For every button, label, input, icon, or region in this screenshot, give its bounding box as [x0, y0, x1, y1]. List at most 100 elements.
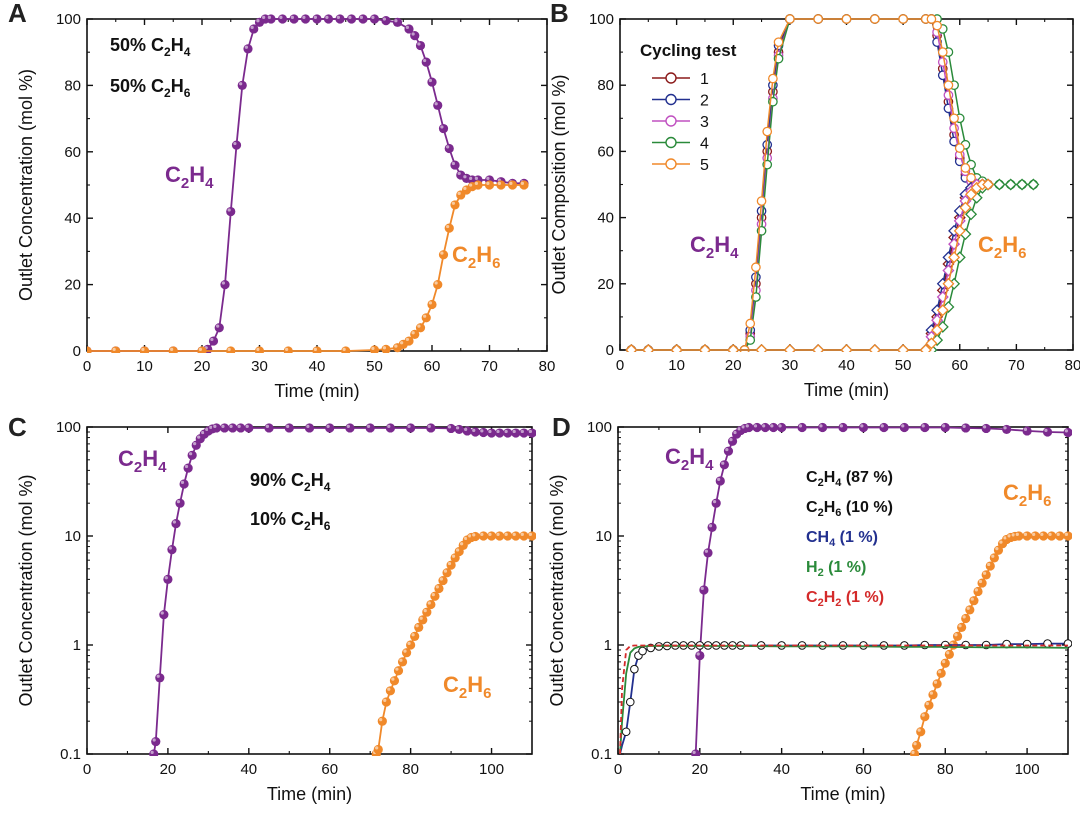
point-c2h4	[768, 422, 779, 433]
point-c2h4-shine	[221, 281, 225, 285]
y-tick-label: 100	[56, 11, 81, 28]
point-c2h6-body	[1047, 531, 1057, 541]
point-c2h4-body	[699, 585, 709, 595]
point-c2h4	[277, 14, 288, 24]
point-c2h4-shine	[229, 424, 233, 428]
point-c2h6-cycle-5	[897, 343, 910, 352]
point-c2h4-shine	[982, 425, 987, 429]
point-c2h4-cycle-5	[949, 113, 959, 124]
legend-marker-4	[665, 136, 677, 149]
point-c2h6-shine	[342, 347, 346, 352]
point-c2h4-shine	[227, 208, 231, 212]
point-c2h6-shine	[999, 540, 1003, 544]
point-c2h6	[470, 531, 480, 542]
point-c2h4-body	[385, 423, 396, 433]
point-c2h6-body	[912, 740, 922, 750]
point-c2h4	[406, 423, 416, 433]
point-c2h4	[244, 423, 254, 433]
point-c2h4-body	[179, 479, 189, 489]
x-tick-label: 100	[1015, 761, 1040, 778]
point-c2h4-shine	[371, 15, 375, 19]
point-c2h4-shine	[262, 15, 266, 19]
point-c2h6-cycle-5	[982, 178, 995, 191]
x-tick-label: 80	[539, 358, 556, 375]
label-c2h6: C2H6	[452, 242, 500, 272]
point-c2h6-shine	[451, 201, 456, 205]
y-tick-label: 60	[597, 143, 614, 160]
point-c2h4	[744, 422, 754, 433]
point-c2h6-cycle-5	[948, 251, 961, 264]
x-tick-label: 30	[251, 358, 268, 375]
point-c2h6-body	[385, 686, 396, 696]
series-line-CH4	[619, 642, 1068, 755]
point-c2h6	[433, 280, 443, 290]
label-c2h4-s2: 4	[730, 245, 739, 262]
point-c2h6-body	[920, 712, 930, 722]
point-c2h4-shine	[733, 430, 737, 435]
point-c2h6-shine	[469, 183, 473, 187]
point-c2h6-shine	[962, 615, 966, 619]
point-c2h6-shine	[112, 347, 116, 352]
point-c2h6-shine	[474, 181, 479, 185]
point-c2h4	[1002, 424, 1012, 435]
feed-line-1-mid: H	[311, 470, 324, 490]
point-c2h4-shine	[457, 171, 461, 176]
point-c2h6-body	[254, 346, 265, 353]
point-c2h4-shine	[216, 324, 220, 328]
point-c2h4	[312, 14, 322, 24]
legend-entry-1: C2H6 (10 %)	[806, 499, 893, 519]
x-tick-label: 60	[951, 357, 968, 374]
point-c2h6-body	[519, 180, 529, 190]
label-c2h6-b: H	[476, 242, 492, 267]
point-c2h4-body	[228, 423, 238, 433]
x-tick-label: 0	[616, 357, 624, 374]
point-c2h6-shine	[387, 687, 391, 691]
series-C2H6-cycle-4	[631, 183, 1034, 351]
legend-entry-0: C2H4 (87 %)	[806, 469, 893, 489]
point-c2h4-shine	[423, 58, 427, 63]
point-c2h4	[715, 476, 725, 486]
point-c2h6-shine	[917, 728, 921, 732]
series-C2H4-cycle-1	[631, 18, 989, 351]
point-c2h6	[940, 658, 950, 668]
point-c2h4-shine	[692, 750, 696, 754]
point-c2h4-body	[450, 160, 460, 170]
point-c2h6-shine	[978, 579, 983, 584]
point-c2h6	[973, 586, 983, 597]
point-c2h4-shine	[168, 546, 172, 550]
legend-entry-3-s1: 2	[818, 567, 824, 579]
feed-line-2-sub1: 2	[164, 86, 171, 100]
x-tick-label: 80	[937, 761, 954, 778]
point-c2h6-cycle-4	[1016, 178, 1029, 191]
point-c2h6-shine	[382, 346, 387, 350]
x-tick-label: 60	[855, 761, 872, 778]
point-c2h4	[304, 423, 315, 433]
point-c2h6-shine	[913, 742, 917, 746]
label-c2h6: C2H6	[978, 232, 1026, 262]
point-c2h4-body	[345, 423, 355, 433]
panel-D-plot	[619, 422, 1072, 756]
point-c2h4-shine	[434, 102, 438, 106]
point-c2h4-shine	[725, 447, 729, 452]
point-c2h4-body	[723, 446, 734, 456]
point-c2h6-shine	[464, 536, 468, 540]
y-axis-label: Outlet Concentration (mol %)	[16, 69, 36, 301]
point-c2h6	[377, 716, 387, 726]
point-c2h4	[392, 17, 403, 27]
point-c2h6-shine	[457, 191, 461, 195]
label-c2h6-s2: 6	[1018, 245, 1026, 262]
point-c2h6-shine	[496, 532, 500, 536]
point-c2h6	[473, 180, 483, 190]
panel-C-plot	[149, 423, 536, 756]
point-c2h4-body	[719, 460, 729, 470]
point-c2h4-shine	[798, 424, 803, 428]
point-c2h6-body	[484, 180, 495, 190]
point-c2h4-shine	[411, 32, 415, 36]
point-c2h6-shine	[929, 691, 933, 695]
point-c2h6	[341, 346, 351, 353]
point-c2h4	[345, 423, 355, 433]
point-c2h6-cycle-5	[812, 343, 825, 352]
point-c2h4-shine	[474, 176, 479, 181]
point-c2h4-body	[220, 280, 230, 290]
point-c2h4-body	[462, 426, 472, 436]
